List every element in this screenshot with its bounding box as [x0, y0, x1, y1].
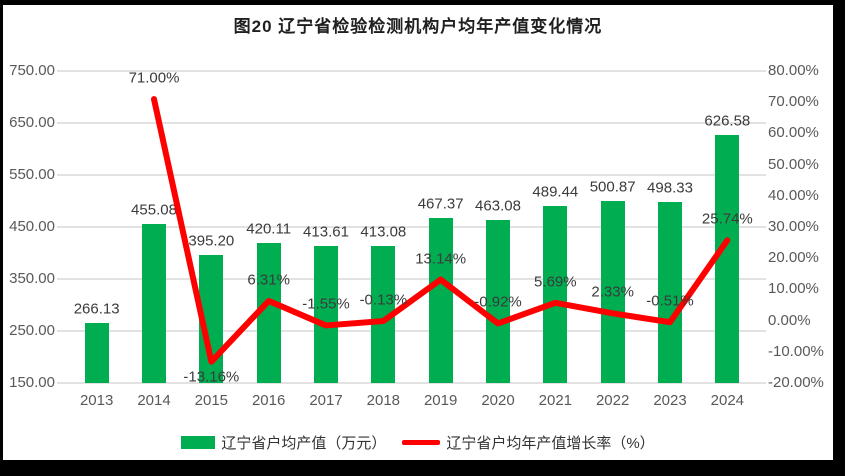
- x-tick-label: 2017: [309, 392, 343, 409]
- bar-value-label: 626.58: [704, 112, 751, 130]
- right-axis-tick: 70.00%: [768, 93, 819, 111]
- bar-value-label: 266.13: [73, 300, 120, 318]
- right-axis-tick: 60.00%: [768, 124, 819, 142]
- left-axis-tick: 450.00: [9, 218, 55, 235]
- bar-2019: [428, 217, 453, 383]
- pct-label: -0.13%: [359, 291, 408, 309]
- gridline: [57, 330, 766, 332]
- bar-value-label: 420.11: [246, 220, 292, 238]
- right-axis-tick: -20.00%: [768, 374, 824, 391]
- x-tick-label: 2022: [595, 392, 630, 409]
- right-axis-tick: 10.00%: [768, 280, 819, 298]
- bar-2024: [715, 135, 740, 383]
- gridline: [57, 382, 766, 384]
- bar-2023: [658, 201, 682, 383]
- bar-2020: [486, 220, 510, 383]
- gridline: [57, 174, 766, 176]
- pct-label: 13.14%: [415, 250, 467, 268]
- gridline: [57, 278, 766, 280]
- legend-item-line-series: 辽宁省户均年产值增长率（%）: [402, 432, 655, 453]
- left-axis-tick: 350.00: [9, 270, 55, 287]
- right-axis-tick: 80.00%: [768, 62, 819, 79]
- line-series-swatch-icon: [402, 439, 441, 445]
- x-tick-label: 2020: [481, 392, 515, 409]
- growth-rate-line: [151, 96, 731, 365]
- chart-panel: 图20 辽宁省检验检测机构户均年产值变化情况 750.00 650.00 550.0…: [3, 5, 833, 460]
- bar-value-label: 498.33: [647, 179, 693, 197]
- bar-2014: [142, 224, 166, 383]
- bar-value-label: 395.20: [188, 232, 235, 250]
- right-axis-tick: 40.00%: [768, 186, 819, 204]
- right-axis-tick: 30.00%: [768, 218, 819, 235]
- bar-2022: [600, 200, 625, 383]
- x-tick-label: 2018: [366, 392, 401, 409]
- left-axis-tick: 550.00: [9, 166, 55, 183]
- bar-2017: [314, 245, 338, 383]
- bar-value-label: 413.08: [360, 223, 407, 241]
- plot-area: 750.00 650.00 550.00 450.00 350.00 250.00 150.…: [3, 5, 833, 460]
- chart-title: 图20 辽宁省检验检测机构户均年产值变化情况: [233, 17, 603, 36]
- bar-2013: [84, 322, 109, 383]
- right-axis-tick: 50.00%: [768, 155, 819, 173]
- bar-series-swatch-icon: [181, 435, 216, 449]
- right-axis-tick: 20.00%: [768, 249, 819, 267]
- legend-label: 辽宁省户均年产值增长率（%）: [446, 434, 655, 452]
- pct-label: 2.33%: [591, 283, 634, 301]
- pct-label: 6.31%: [247, 271, 290, 289]
- pct-label: -0.92%: [474, 293, 522, 311]
- pct-label: -1.55%: [302, 295, 350, 313]
- legend-label: 辽宁省户均产值（万元）: [221, 434, 387, 452]
- gridline: [57, 226, 766, 228]
- pct-label: -0.51%: [646, 292, 694, 310]
- left-axis-tick: 250.00: [9, 322, 55, 339]
- growth-rate-polyline: [151, 96, 731, 365]
- right-axis-tick: 0.00%: [768, 311, 811, 329]
- pct-label: 71.00%: [128, 69, 180, 87]
- pct-label: 5.69%: [534, 273, 577, 291]
- bar-value-label: 500.87: [589, 178, 636, 196]
- legend: 辽宁省户均产值（万元） 辽宁省户均年产值增长率（%）: [3, 430, 833, 454]
- left-axis-tick: 650.00: [9, 114, 55, 131]
- x-tick-label: 2013: [79, 392, 114, 409]
- bar-value-label: 489.44: [532, 183, 579, 201]
- x-tick-label: 2016: [251, 392, 286, 409]
- x-tick-label: 2014: [137, 392, 171, 409]
- right-axis-tick: -10.00%: [768, 342, 824, 360]
- gridline: [57, 70, 766, 72]
- bar-value-label: 455.08: [131, 201, 177, 219]
- x-tick-label: 2023: [653, 392, 687, 409]
- x-tick-label: 2015: [194, 392, 229, 409]
- pct-label: -13.16%: [183, 368, 240, 386]
- left-axis-tick: 750.00: [9, 62, 55, 79]
- x-tick-label: 2019: [423, 392, 458, 409]
- pct-label: 25.74%: [701, 210, 753, 228]
- bar-value-label: 463.08: [475, 197, 521, 215]
- x-tick-label: 2021: [538, 392, 573, 409]
- legend-item-bar-series: 辽宁省户均产值（万元）: [181, 432, 386, 453]
- bar-2021: [543, 206, 568, 383]
- bar-value-label: 413.61: [303, 223, 349, 241]
- gridline: [57, 122, 766, 124]
- x-tick-label: 2024: [710, 392, 745, 409]
- left-axis-tick: 150.00: [9, 374, 55, 391]
- bar-value-label: 467.37: [417, 195, 464, 213]
